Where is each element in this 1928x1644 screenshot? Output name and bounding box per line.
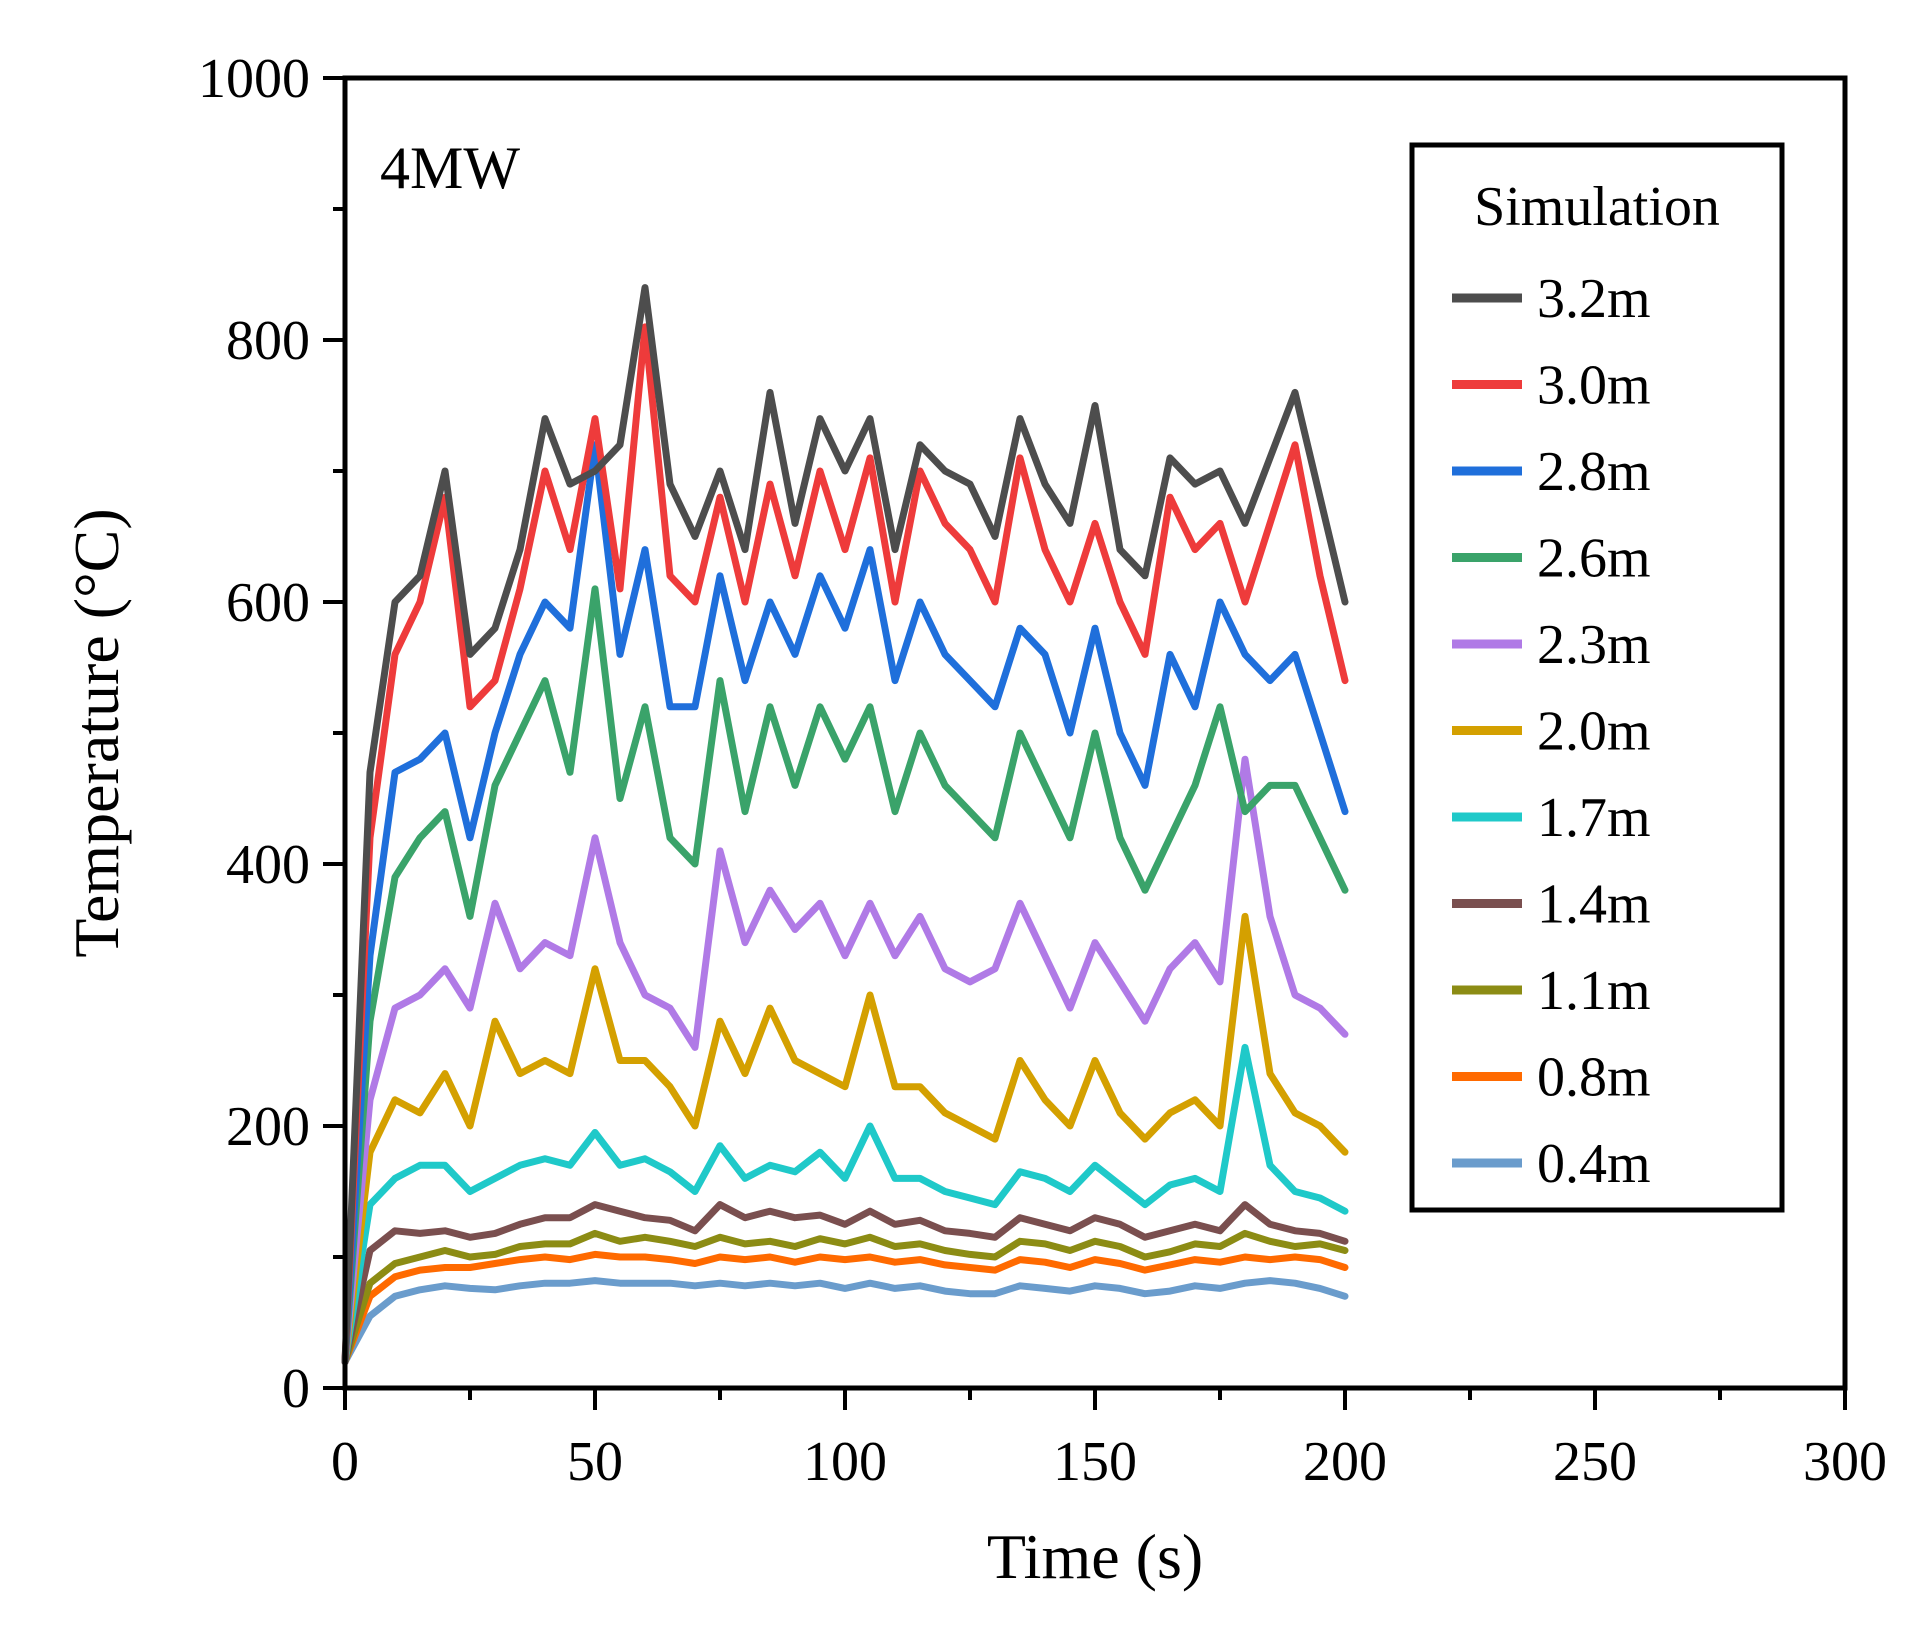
y-tick-label: 600 <box>226 572 310 634</box>
y-tick-label: 800 <box>226 310 310 372</box>
annotation-label: 4MW <box>380 135 520 201</box>
series-line-0.4m <box>341 1277 1349 1366</box>
y-tick-label: 200 <box>226 1096 310 1158</box>
legend-label: 0.8m <box>1537 1047 1651 1109</box>
legend-label: 2.3m <box>1537 614 1651 676</box>
x-tick-label: 300 <box>1803 1431 1887 1493</box>
series-line-1.1m <box>341 1229 1349 1366</box>
series-line-0.8m <box>341 1250 1349 1366</box>
x-tick-label: 100 <box>803 1431 887 1493</box>
y-tick-label: 1000 <box>198 48 310 110</box>
series-line-1.4m <box>341 1201 1349 1366</box>
legend-label: 2.6m <box>1537 528 1651 590</box>
legend-label: 3.2m <box>1537 268 1651 330</box>
x-tick-label: 0 <box>331 1431 359 1493</box>
legend-label: 1.7m <box>1537 787 1651 849</box>
series-layer <box>341 284 1349 1366</box>
legend-label: 1.4m <box>1537 874 1651 936</box>
legend-label: 2.8m <box>1537 441 1651 503</box>
series-line-2.3m <box>341 755 1349 1366</box>
series-line-2.0m <box>341 912 1349 1366</box>
legend-label: 1.1m <box>1537 960 1651 1022</box>
y-tick-label: 400 <box>226 834 310 896</box>
tick-labels-layer: 0 50 100 150 200 250 300 0 200 400 600 800 1000 <box>198 48 1887 1493</box>
x-axis-title: Time (s) <box>987 1521 1203 1592</box>
y-axis-title: Temperature (°C) <box>61 508 132 957</box>
legend-label: 2.0m <box>1537 701 1651 763</box>
legend-label: 3.0m <box>1537 355 1651 417</box>
legend-title: Simulation <box>1474 176 1720 238</box>
x-tick-label: 250 <box>1553 1431 1637 1493</box>
series-line-3.2m <box>341 284 1349 1366</box>
series-line-2.6m <box>341 585 1349 1366</box>
x-tick-label: 150 <box>1053 1431 1137 1493</box>
series-line-3.0m <box>341 323 1349 1366</box>
ticks-layer <box>323 76 1847 1410</box>
legend-box <box>1409 142 1785 1213</box>
legend: Simulation 3.2m 3.0m 2.8m 2.6m 2.3m 2.0m 1.7m 1… <box>1409 142 1785 1213</box>
y-tick-label: 0 <box>282 1358 310 1420</box>
x-tick-label: 200 <box>1303 1431 1387 1493</box>
series-line-1.7m <box>341 1043 1349 1366</box>
series-line-2.8m <box>341 441 1349 1366</box>
legend-items: 3.2m 3.0m 2.8m 2.6m 2.3m 2.0m 1.7m 1.4m 1.1m 0.8m… <box>1452 268 1651 1195</box>
x-tick-label: 50 <box>567 1431 623 1493</box>
legend-label: 0.4m <box>1537 1133 1651 1195</box>
